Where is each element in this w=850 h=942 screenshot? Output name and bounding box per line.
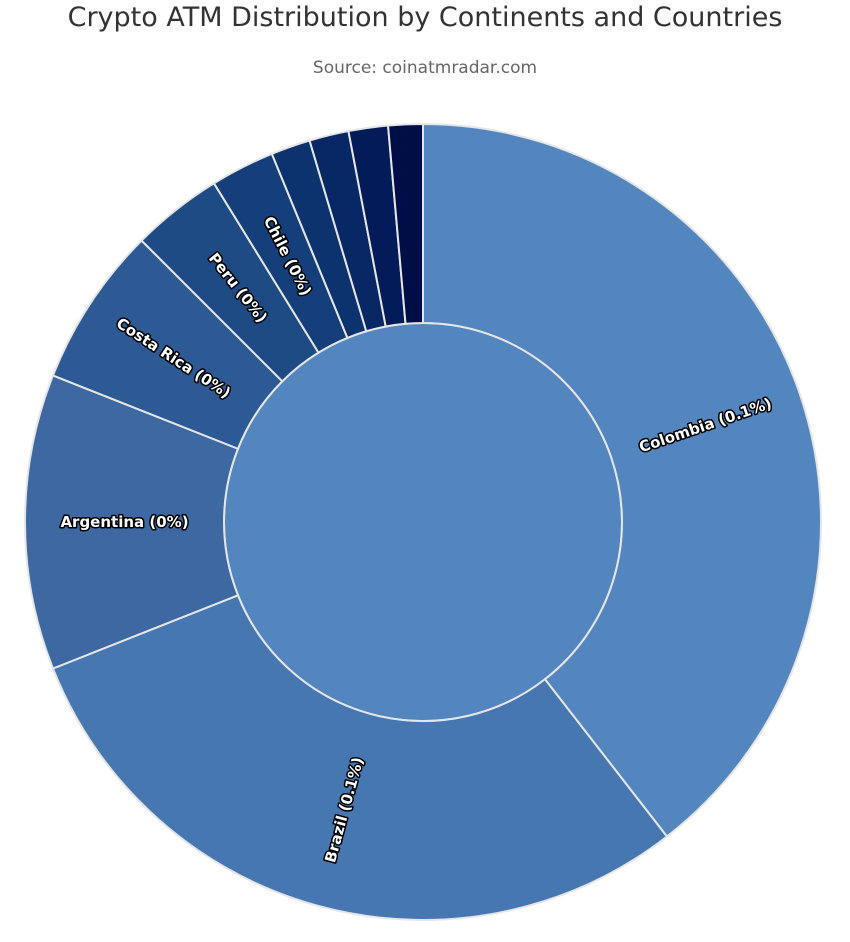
chart-title: Crypto ATM Distribution by Continents an… bbox=[67, 2, 783, 33]
outer-ring-slice-argentina[interactable] bbox=[24, 374, 240, 670]
outer-ring-slice[interactable] bbox=[386, 122, 424, 325]
inner-ring-slice[interactable] bbox=[223, 322, 623, 722]
outer-ring-slice-colombia[interactable] bbox=[422, 122, 822, 838]
chart-subtitle: Source: coinatmradar.com bbox=[312, 58, 538, 78]
outer-ring-slice-brazil[interactable] bbox=[51, 593, 669, 922]
slice-label-argentina: Argentina (0%) bbox=[60, 513, 188, 531]
